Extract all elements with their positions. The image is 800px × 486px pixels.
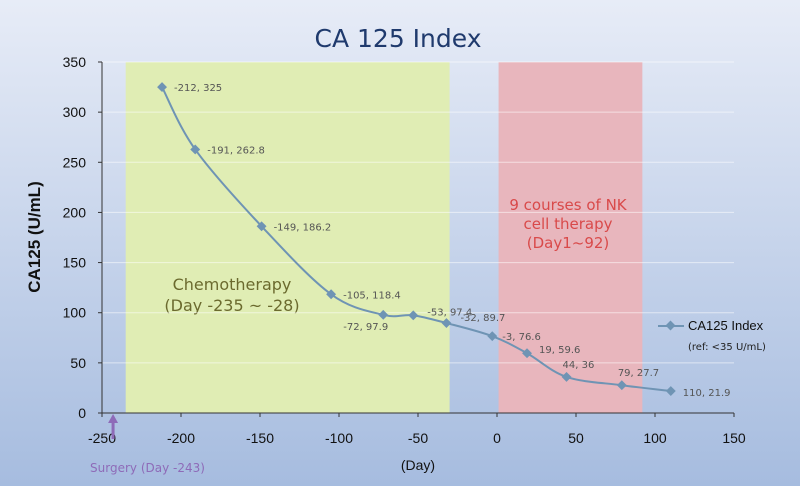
data-point-10: [616, 380, 627, 391]
x-tick-label-6: 50: [568, 430, 584, 446]
data-label-2: -149, 186.2: [274, 222, 332, 233]
data-point-6: [441, 318, 452, 328]
data-label-3: -105, 118.4: [343, 290, 401, 301]
data-label-0: -212, 325: [174, 83, 222, 94]
surgery-label: Surgery (Day -243): [90, 461, 205, 475]
y-tick-labels: 0 50 100 150 200 250 300 350: [63, 54, 102, 421]
data-point-5: [408, 310, 419, 321]
data-point-1: [190, 144, 201, 155]
y-tick-label-3: 150: [63, 255, 87, 271]
data-label-1: -191, 262.8: [207, 145, 265, 156]
x-tick-label-7: 100: [643, 430, 667, 446]
data-point-9: [561, 371, 572, 382]
data-label-10: 79, 27.7: [618, 368, 659, 379]
gridlines: [102, 61, 734, 364]
annotation-layer: Surgery (Day -243): [90, 414, 205, 475]
y-tick-label-6: 300: [63, 104, 87, 120]
legend-entry: CA125 Index: [688, 318, 764, 333]
x-tick-labels: -250 -200 -150 -100 -50 0 50 100 150: [88, 413, 746, 446]
y-tick-label-7: 350: [63, 54, 87, 70]
y-tick-label-1: 50: [70, 355, 86, 371]
x-tick-label-4: -50: [408, 430, 428, 446]
data-point-11: [665, 386, 676, 396]
region-label-1-1: cell therapy: [524, 215, 613, 233]
y-tick-label-0: 0: [78, 405, 86, 421]
data-point-0: [157, 82, 167, 93]
y-axis-label: CA125 (U/mL): [25, 181, 44, 292]
region-1: [498, 62, 643, 413]
data-point-8: [522, 348, 532, 359]
data-label-5: -53, 97.4: [427, 307, 472, 318]
legend: CA125 Index (ref: <35 U/mL): [658, 318, 766, 353]
region-label-1-2: (Day1~92): [527, 234, 610, 252]
x-tick-label-5: 0: [493, 430, 501, 446]
legend-marker: [665, 320, 676, 331]
data-label-8: 19, 59.6: [539, 345, 580, 356]
surgery-arrow-head: [108, 414, 119, 423]
shaded-regions: Chemotherapy (Day -235 ~ -28) 9 courses of…: [125, 62, 643, 413]
series-layer: -212, 325 -191, 262.8 -149, 186.2 -105, 118…: [157, 82, 731, 399]
data-label-9: 44, 36: [563, 360, 595, 371]
legend-note: (ref: <35 U/mL): [688, 342, 766, 353]
data-label-11: 110, 21.9: [683, 388, 731, 399]
y-tick-label-2: 100: [63, 305, 87, 321]
x-tick-label-1: -200: [167, 430, 195, 446]
data-point-3: [326, 289, 337, 300]
y-tick-label-5: 250: [63, 154, 87, 170]
data-label-4: -72, 97.9: [343, 322, 388, 333]
region-label-0-0: Chemotherapy: [173, 275, 292, 294]
data-point-4: [378, 309, 389, 320]
x-tick-label-0: -250: [88, 430, 116, 446]
x-tick-label-2: -150: [246, 430, 274, 446]
data-label-7: -3, 76.6: [502, 332, 541, 343]
y-tick-label-4: 200: [63, 204, 87, 220]
region-label-0-1: (Day -235 ~ -28): [164, 296, 299, 315]
data-point-2: [256, 221, 267, 232]
region-0: [125, 62, 450, 413]
x-axis-label: (Day): [401, 457, 435, 473]
region-label-1-0: 9 courses of NK: [509, 196, 627, 214]
data-point-7: [487, 331, 498, 342]
data-label-6: -32, 89.7: [460, 313, 505, 324]
chart-title: CA 125 Index: [315, 24, 482, 53]
x-tick-label-8: 150: [722, 430, 746, 446]
x-tick-label-3: -100: [325, 430, 353, 446]
